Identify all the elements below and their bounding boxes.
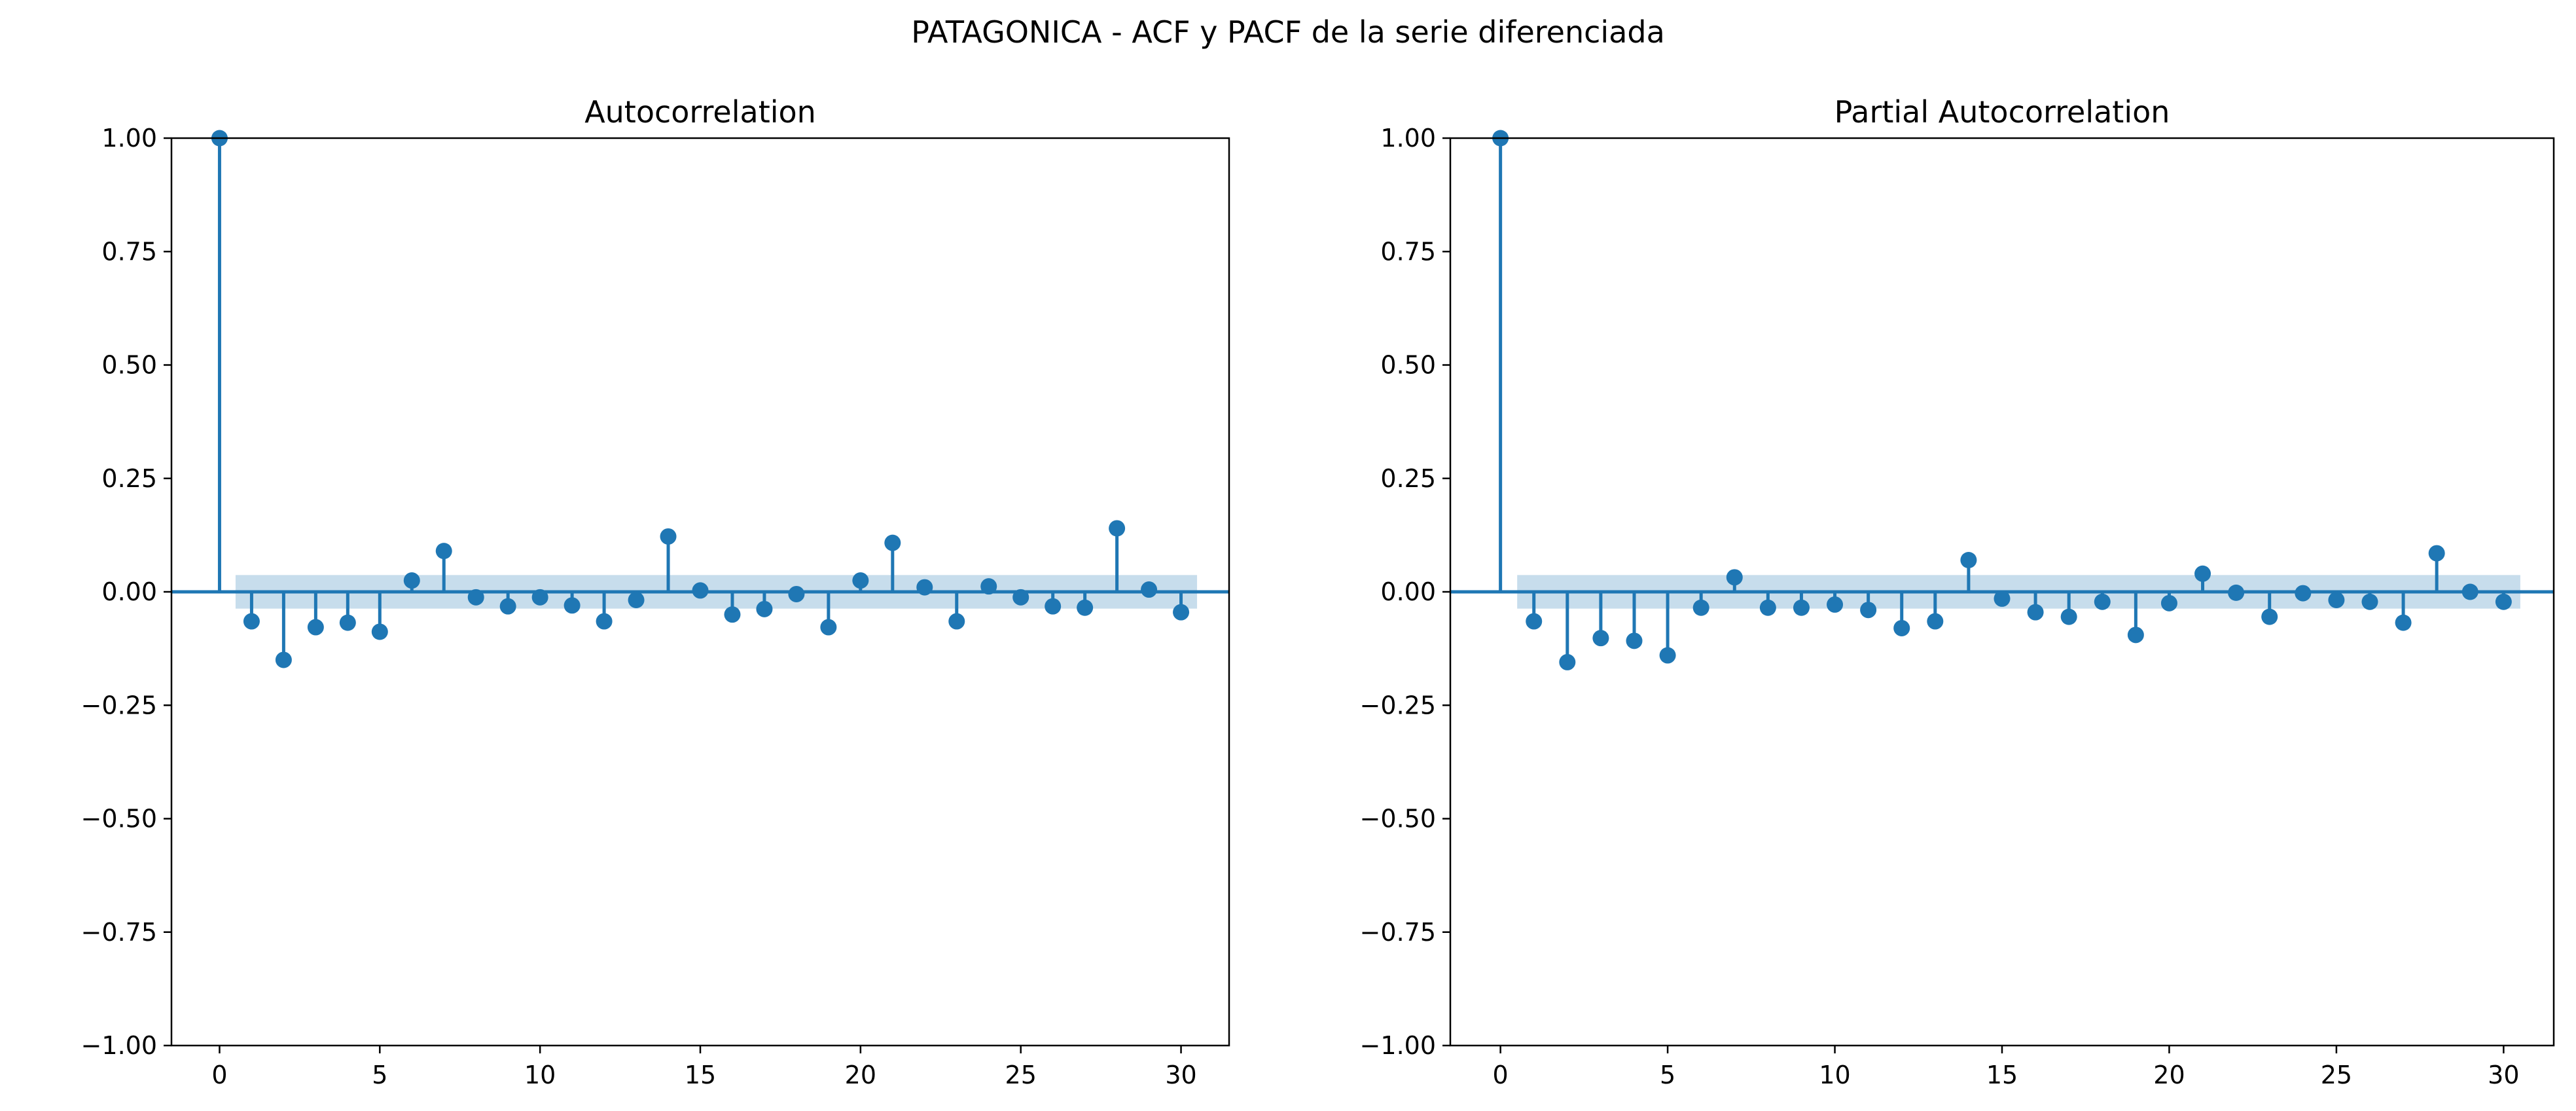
acf-marker-lag-28	[1109, 520, 1126, 537]
pacf-marker-lag-26	[2361, 593, 2378, 610]
acf-ytick-label: −0.25	[81, 691, 157, 719]
acf-marker-lag-17	[756, 600, 773, 617]
pacf-marker-lag-5	[1659, 647, 1676, 664]
acf-marker-lag-16	[724, 606, 741, 623]
pacf-marker-lag-16	[2027, 604, 2044, 621]
pacf-marker-lag-3	[1592, 630, 1609, 647]
acf-ytick-label: 0.25	[101, 464, 157, 493]
pacf-marker-lag-4	[1626, 632, 1643, 649]
acf-marker-lag-2	[275, 651, 292, 668]
acf-marker-lag-20	[852, 572, 869, 589]
pacf-ytick-label: 0.50	[1380, 351, 1436, 380]
pacf-marker-lag-21	[2194, 565, 2211, 582]
pacf-ytick-label: 1.00	[1380, 124, 1436, 153]
acf-ytick-label: 1.00	[101, 124, 157, 153]
pacf-marker-lag-12	[1893, 619, 1910, 636]
acf-ytick-label: 0.00	[101, 577, 157, 606]
acf-marker-lag-10	[531, 589, 548, 606]
pacf-ytick-label: 0.75	[1380, 237, 1436, 266]
pacf-xtick-label: 20	[2153, 1061, 2185, 1089]
pacf-xtick-label: 30	[2488, 1061, 2519, 1089]
pacf-xtick-label: 10	[1819, 1061, 1850, 1089]
acf-marker-lag-5	[371, 623, 388, 640]
acf-marker-lag-24	[980, 578, 997, 595]
pacf-xtick-label: 5	[1660, 1061, 1675, 1089]
pacf-xtick-label: 0	[1493, 1061, 1509, 1089]
acf-marker-lag-25	[1012, 589, 1029, 606]
pacf-marker-lag-28	[2428, 545, 2445, 562]
acf-plot: Autocorrelation −1.00 −0.75 −0.50 −0.25 0.00 0…	[81, 94, 1230, 1089]
pacf-marker-lag-23	[2261, 608, 2278, 625]
acf-marker-lag-29	[1141, 581, 1158, 598]
pacf-marker-lag-15	[1994, 590, 2011, 607]
acf-marker-lag-18	[788, 585, 805, 602]
acf-marker-lag-4	[339, 614, 356, 631]
pacf-ytick-label: −0.50	[1360, 805, 1436, 833]
acf-xtick-label: 0	[211, 1061, 227, 1089]
acf-marker-lag-21	[884, 534, 901, 551]
acf-marker-lag-3	[307, 619, 324, 636]
acf-ytick-label: 0.50	[101, 351, 157, 380]
pacf-marker-lag-30	[2495, 593, 2512, 610]
acf-marker-lag-27	[1077, 599, 1094, 616]
pacf-marker-lag-13	[1927, 613, 1944, 630]
acf-ytick-label: −0.50	[81, 805, 157, 833]
acf-ytick-label: 0.75	[101, 237, 157, 266]
acf-marker-lag-22	[916, 579, 933, 596]
acf-marker-lag-14	[660, 528, 677, 545]
acf-marker-lag-13	[628, 591, 645, 608]
acf-marker-lag-26	[1045, 598, 1062, 615]
pacf-marker-lag-18	[2094, 593, 2111, 610]
pacf-marker-lag-17	[2060, 608, 2077, 625]
pacf-xtick-label: 25	[2321, 1061, 2352, 1089]
pacf-ytick-label: −0.75	[1360, 918, 1436, 947]
pacf-marker-lag-7	[1726, 569, 1743, 586]
acf-marker-lag-30	[1173, 604, 1190, 621]
acf-xtick-label: 30	[1165, 1061, 1196, 1089]
acf-title: Autocorrelation	[584, 94, 816, 130]
pacf-marker-lag-1	[1526, 613, 1543, 630]
pacf-ytick-label: −0.25	[1360, 691, 1436, 719]
acf-marker-lag-15	[692, 582, 709, 599]
acf-marker-lag-11	[564, 597, 581, 614]
pacf-marker-lag-6	[1692, 599, 1709, 616]
pacf-ytick-label: 0.25	[1380, 464, 1436, 493]
acf-marker-lag-9	[499, 598, 516, 615]
pacf-marker-lag-11	[1860, 602, 1877, 619]
acf-xtick-label: 15	[685, 1061, 716, 1089]
acf-xtick-label: 25	[1005, 1061, 1037, 1089]
pacf-marker-lag-27	[2395, 614, 2412, 631]
acf-ytick-label: −1.00	[81, 1031, 157, 1060]
pacf-marker-lag-14	[1960, 551, 1977, 568]
pacf-xtick-label: 15	[1986, 1061, 2018, 1089]
pacf-marker-lag-10	[1827, 596, 1844, 613]
pacf-marker-lag-9	[1793, 599, 1810, 616]
acf-marker-lag-8	[467, 589, 484, 606]
pacf-marker-lag-25	[2328, 591, 2345, 608]
pacf-marker-lag-2	[1559, 653, 1576, 670]
pacf-marker-lag-20	[2160, 594, 2177, 611]
pacf-plot: Partial Autocorrelation −1.00 −0.75 −0.50 −0…	[1360, 94, 2555, 1089]
pacf-marker-lag-8	[1759, 599, 1776, 616]
pacf-marker-lag-29	[2461, 583, 2478, 600]
pacf-marker-lag-22	[2228, 584, 2245, 601]
acf-xtick-label: 5	[372, 1061, 387, 1089]
pacf-marker-lag-19	[2127, 627, 2144, 644]
acf-xtick-label: 10	[524, 1061, 556, 1089]
acf-marker-lag-6	[403, 572, 420, 589]
acf-xtick-label: 20	[845, 1061, 876, 1089]
pacf-marker-lag-24	[2295, 585, 2312, 602]
acf-marker-lag-23	[948, 613, 965, 630]
pacf-ytick-label: −1.00	[1360, 1031, 1436, 1060]
pacf-ytick-label: 0.00	[1380, 577, 1436, 606]
pacf-title: Partial Autocorrelation	[1834, 94, 2170, 130]
acf-marker-lag-1	[243, 613, 260, 630]
acf-marker-lag-12	[596, 613, 613, 630]
figure-suptitle: PATAGONICA - ACF y PACF de la serie dife…	[911, 14, 1665, 50]
acf-marker-lag-19	[820, 619, 837, 636]
acf-marker-lag-7	[435, 543, 452, 560]
acf-ytick-label: −0.75	[81, 918, 157, 947]
